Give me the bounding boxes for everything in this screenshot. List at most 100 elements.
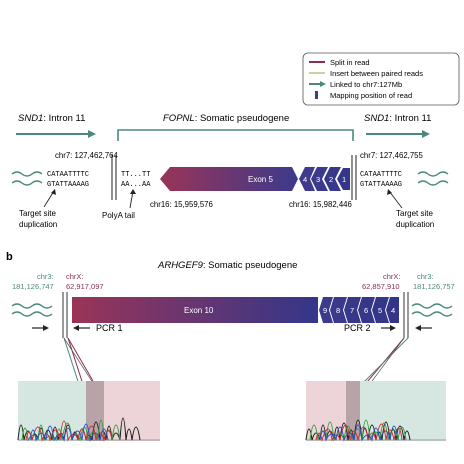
tsd-right-pointer <box>388 190 403 209</box>
exon9-label: 9 <box>323 306 327 315</box>
tsd-right-pointer-head <box>387 189 392 195</box>
tsd-right-label-1: Target site <box>396 209 433 218</box>
chr3-left-coord: 181,126,747 <box>12 282 54 291</box>
right-gene-name: SND1 <box>364 113 389 124</box>
exon5-b-label: 5 <box>378 306 382 315</box>
left-gene-detail: : Intron 11 <box>43 113 85 124</box>
exon2-label: 2 <box>329 175 333 184</box>
left-gene-header: SND1: Intron 11 <box>18 113 85 124</box>
legend-mapping-swatch <box>315 91 318 99</box>
genomic-wave-b-right-bottom <box>411 311 453 317</box>
chr3-right-label: chr3: <box>417 272 434 281</box>
trace-left-blue <box>29 423 109 442</box>
panel-b-gene-name: ARHGEF9 <box>157 260 204 271</box>
coord-chr7-left: chr7: 127,462,764 <box>55 151 119 160</box>
seq-right-top: CATAATTTTC <box>360 171 402 179</box>
center-gene-header: FOPNL: Somatic pseudogene <box>163 113 289 124</box>
exon7-block <box>344 297 361 323</box>
polya-top: TT...TT <box>121 171 150 179</box>
chromatogram-right-junction-bg <box>346 381 360 441</box>
chromatogram-right <box>305 381 446 442</box>
legend-linked-label: Linked to chr7:127Mb <box>330 80 402 89</box>
chrx-right-coord: 62,857,910 <box>362 282 400 291</box>
exon8-label: 8 <box>336 306 340 315</box>
exon5-label: Exon 5 <box>248 175 273 184</box>
panel-b: b ARHGEF9: Somatic pseudogene chr3: 181,… <box>6 251 455 442</box>
coord-chr7-right: chr7: 127,462,755 <box>360 151 424 160</box>
genomic-wave-b-right-top <box>411 303 453 309</box>
coord-chr16-right: chr16: 15,982,446 <box>289 200 352 209</box>
tsd-left-pointer <box>43 190 55 208</box>
seq-left-bottom: GTATTAAAAG <box>47 181 89 189</box>
exon4-block <box>299 167 315 191</box>
chromatogram-left-pseudogene-bg <box>104 381 160 441</box>
polya-bottom: AA...AA <box>121 181 151 189</box>
exon1-label: 1 <box>342 175 346 184</box>
chr3-right-coord: 181,126,757 <box>413 282 455 291</box>
genomic-wave-right-bottom <box>417 180 449 186</box>
chromatogram-right-pseudogene-bg <box>306 381 346 441</box>
legend: Split in read Insert between paired read… <box>302 52 460 106</box>
tsd-left-pointer-head <box>51 189 56 195</box>
genomic-wave-right-top <box>417 171 449 177</box>
chrx-left-coord: 62,917,097 <box>66 282 104 291</box>
exon3-block <box>311 167 328 191</box>
exon4-b-block <box>386 297 399 323</box>
exon3-label: 3 <box>316 175 320 184</box>
exon1-block <box>337 168 350 190</box>
exon4-b-label: 4 <box>391 306 395 315</box>
exon10-block <box>72 297 318 323</box>
exon6-label: 6 <box>364 306 368 315</box>
coord-chr16-left: chr16: 15,959,576 <box>150 200 213 209</box>
right-gene-detail: : Intron 11 <box>389 113 431 124</box>
exon7-label: 7 <box>350 306 354 315</box>
panel-a: SND1: Intron 11 FOPNL: Somatic pseudogen… <box>11 113 449 229</box>
polya-pointer-head <box>130 189 136 194</box>
pcr1-reverse-head <box>73 325 79 331</box>
trace-right-red <box>315 423 403 442</box>
panel-b-title: ARHGEF9: Somatic pseudogene <box>157 260 297 271</box>
chr3-left-label: chr3: <box>37 272 54 281</box>
exon2-block <box>324 167 341 191</box>
left-gene-arrowhead <box>88 130 96 138</box>
tsd-left-label-2: duplication <box>19 220 57 229</box>
pcr1-label: PCR 1 <box>96 323 123 333</box>
center-gene-name: FOPNL <box>163 113 195 124</box>
chrx-left-label: chrX: <box>66 272 84 281</box>
genomic-wave-left-top <box>11 171 43 177</box>
exon6-block <box>358 297 375 323</box>
pseudogene-bracket <box>117 129 354 141</box>
chrx-right-label: chrX: <box>383 272 401 281</box>
trace-left-red <box>25 420 113 442</box>
right-gene-arrowhead <box>422 130 430 138</box>
genomic-wave-left-bottom <box>11 180 43 186</box>
trace-right-black <box>305 419 411 441</box>
exon8-block <box>330 297 347 323</box>
chromatogram-left <box>17 381 160 442</box>
legend-insert-label: Insert between paired reads <box>330 69 423 78</box>
polya-label: PolyA tail <box>102 211 135 220</box>
legend-mapping-label: Mapping position of read <box>330 91 412 100</box>
tsd-right-label-2: duplication <box>396 220 434 229</box>
right-gene-header: SND1: Intron 11 <box>364 113 431 124</box>
pcr2-forward-head <box>390 325 396 331</box>
genomic-wave-b-left-bottom <box>11 311 53 317</box>
genomic-wave-b-left-top <box>11 303 53 309</box>
pcr2-label: PCR 2 <box>344 323 371 333</box>
tsd-left-label-1: Target site <box>19 209 56 218</box>
panel-b-label: b <box>6 251 13 263</box>
seq-left-top: CATAATTTTC <box>47 171 89 179</box>
exon4-label: 4 <box>303 175 307 184</box>
panel-b-title-detail: : Somatic pseudogene <box>203 260 298 271</box>
seq-right-bottom: GTATTAAAAG <box>360 181 402 189</box>
exon5-block <box>160 167 298 191</box>
legend-box <box>302 52 460 106</box>
pcr1-primer-head <box>43 325 49 331</box>
left-gene-name: SND1 <box>18 113 43 124</box>
trace-right-blue <box>319 424 399 442</box>
center-gene-detail: : Somatic pseudogene <box>195 113 290 124</box>
exon5-b-block <box>372 297 389 323</box>
pcr2-reverse-head <box>415 325 421 331</box>
legend-split-label: Split in read <box>330 58 370 67</box>
